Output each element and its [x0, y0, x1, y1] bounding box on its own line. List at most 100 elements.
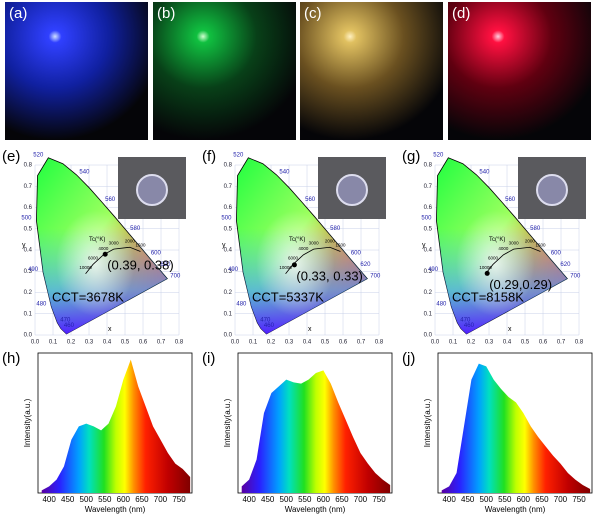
tc-label: 1500	[335, 243, 346, 248]
panel-label: (b)	[157, 5, 175, 22]
wavelength-label: 600	[351, 251, 362, 257]
y-axis-label: Intensity(a.u.)	[23, 398, 32, 447]
x-tick-label: 0.6	[339, 340, 348, 346]
wavelength-label: 520	[433, 152, 444, 158]
tc-label: 4000	[298, 246, 309, 251]
locus	[485, 246, 541, 275]
wavelength-label: 500	[421, 215, 432, 221]
x-tick-label: 600	[317, 495, 331, 504]
axis-label: y	[22, 242, 26, 249]
wavelength-label: 560	[105, 197, 116, 203]
wavelength-label: 480	[36, 301, 47, 307]
x-tick-label: 0.2	[267, 340, 276, 346]
wavelength-label: 580	[330, 226, 341, 232]
x-tick-label: 500	[480, 495, 494, 504]
y-tick-label: 0.4	[224, 248, 233, 254]
tc-label: 6000	[488, 256, 499, 261]
x-tick-label: 650	[135, 495, 149, 504]
x-tick-label: 650	[535, 495, 549, 504]
coords-label: (0.29,0.29)	[489, 277, 552, 292]
y-axis-label: Intensity(a.u.)	[223, 398, 232, 447]
x-tick-label: 0.0	[31, 340, 40, 346]
wavelength-label: 520	[33, 152, 44, 158]
tc-label: 3000	[309, 240, 320, 245]
x-tick-label: 0.3	[285, 340, 294, 346]
x-tick-label: 400	[442, 495, 456, 504]
wavelength-label: 480	[236, 301, 247, 307]
photo-image	[448, 2, 591, 140]
spectrum-area	[41, 359, 191, 493]
wavelength-label: 490	[428, 267, 439, 273]
wavelength-label: 470	[260, 317, 271, 323]
tc-label: 4000	[498, 246, 509, 251]
axis-label: x	[108, 326, 112, 333]
y-tick-label: 0.3	[424, 269, 433, 275]
tc-label: 4000	[98, 246, 109, 251]
y-tick-label: 0.3	[24, 269, 33, 275]
wavelength-label: 700	[370, 273, 381, 279]
x-tick-label: 0.1	[449, 340, 458, 346]
inset-logo	[136, 174, 168, 206]
cie-panel: 0.00.0 0.1 0.1 0.2 0.2 0.3 0.3 0.4 0.4 0.5 0.5 0.6 0…	[2, 148, 186, 346]
y-tick-label: 0.2	[224, 290, 233, 296]
wavelength-label: 500	[221, 215, 232, 221]
y-tick-label: 0.8	[224, 163, 233, 169]
x-tick-label: 0.4	[503, 340, 512, 346]
y-tick-label: 0.1	[424, 311, 433, 317]
locus	[285, 246, 341, 275]
cct-label: CCT=8158K	[452, 289, 524, 304]
wavelength-label: 460	[64, 323, 75, 329]
spectrum-area	[241, 370, 391, 493]
wavelength-label: 560	[305, 197, 316, 203]
x-tick-label: 0.7	[157, 340, 166, 346]
x-tick-label: 450	[61, 495, 75, 504]
coords-label: (0.39, 0.38)	[107, 258, 174, 273]
y-tick-label: 0.2	[24, 290, 33, 296]
x-tick-label: 550	[98, 495, 112, 504]
axis-label: y	[422, 242, 426, 249]
gamut-white	[236, 157, 368, 334]
x-tick-label: 0.0	[231, 340, 240, 346]
wavelength-label: 460	[464, 323, 475, 329]
x-tick-label: 0.0	[431, 340, 440, 346]
spectrum-chart: 400 450 500 550 600 650 700 750 Wavelength (nm) I…	[202, 350, 393, 514]
wavelength-label: 600	[551, 251, 562, 257]
panel-label: (g)	[402, 148, 420, 165]
wavelength-label: 540	[79, 169, 90, 175]
y-tick-label: 0.5	[24, 226, 33, 232]
panel-label: (c)	[304, 5, 322, 22]
y-tick-label: 0.0	[424, 333, 433, 339]
wavelength-label: 620	[360, 262, 371, 268]
tc-title: Tc(°K)	[489, 237, 505, 243]
y-tick-label: 0.4	[424, 248, 433, 254]
panel-label: (h)	[2, 350, 20, 367]
spectrum-chart: 400 450 500 550 600 650 700 750 Wavelength (nm) I…	[2, 350, 193, 514]
x-tick-label: 750	[172, 495, 186, 504]
y-tick-label: 0.7	[224, 184, 233, 190]
wavelength-label: 540	[479, 169, 490, 175]
x-tick-label: 0.5	[321, 340, 330, 346]
wavelength-label: 600	[151, 251, 162, 257]
wavelength-label: 470	[460, 317, 471, 323]
cct-label: CCT=3678K	[52, 289, 124, 304]
x-tick-label: 0.7	[557, 340, 566, 346]
tc-label: 1500	[135, 243, 146, 248]
panel-label: (d)	[452, 5, 470, 22]
y-tick-label: 0.1	[24, 311, 33, 317]
coords-label: (0.33, 0.33)	[296, 268, 363, 283]
x-tick-label: 0.1	[49, 340, 58, 346]
panel-label: (e)	[2, 148, 20, 165]
x-tick-label: 0.6	[539, 340, 548, 346]
gamut-white	[36, 157, 168, 334]
wavelength-label: 500	[21, 215, 32, 221]
spectrum-chart: 400 450 500 550 600 650 700 750 Wavelength (nm) I…	[402, 350, 593, 514]
photo-image	[153, 2, 296, 140]
panel-label: (f)	[202, 148, 216, 165]
y-tick-label: 0.8	[24, 163, 33, 169]
y-tick-label: 0.5	[224, 226, 233, 232]
y-tick-label: 0.0	[24, 333, 33, 339]
wavelength-label: 560	[505, 197, 516, 203]
y-tick-label: 0.2	[424, 290, 433, 296]
wavelength-label: 490	[28, 267, 39, 273]
x-tick-label: 0.5	[521, 340, 530, 346]
